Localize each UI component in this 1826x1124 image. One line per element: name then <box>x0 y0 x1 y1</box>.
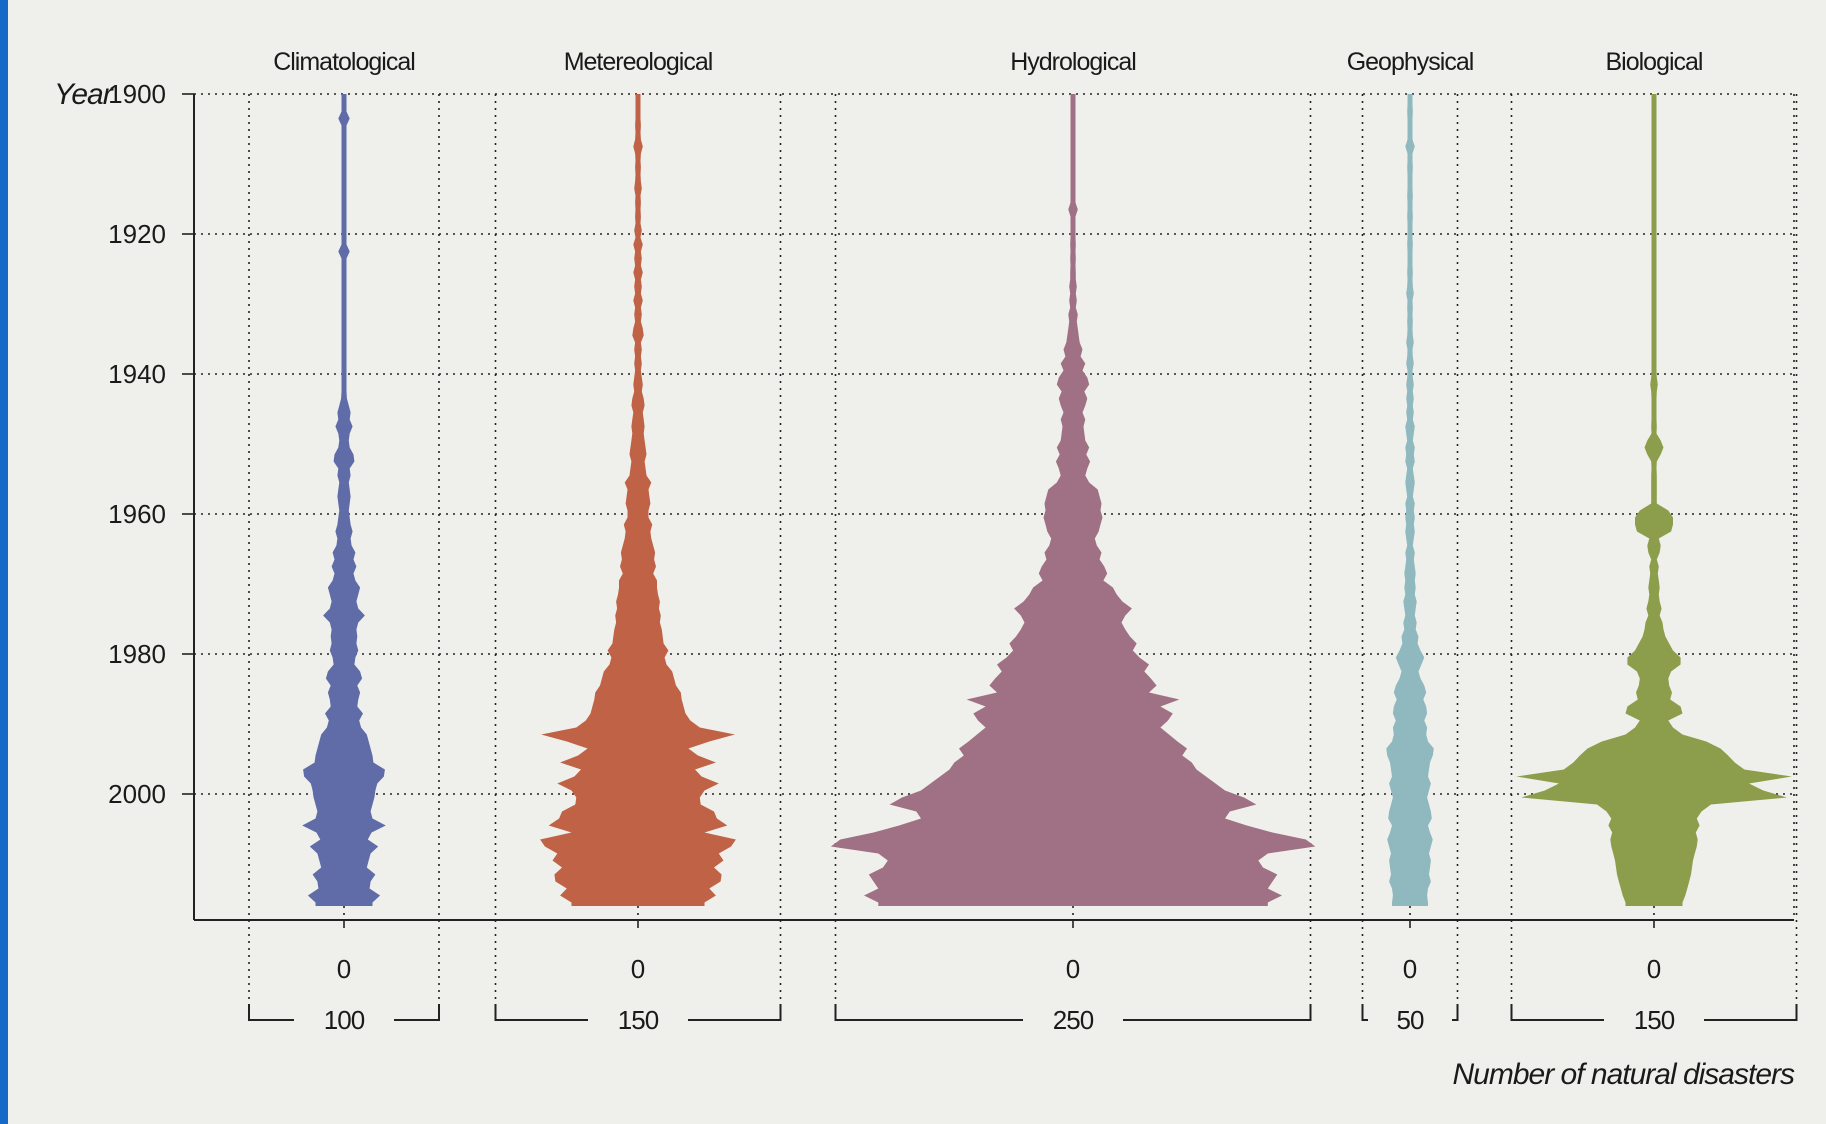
scale-bracket-left <box>1361 1004 1368 1021</box>
chart-background <box>8 0 1826 1124</box>
y-axis-title: Year <box>54 78 114 111</box>
series-title-metereological: Metereological <box>564 48 713 76</box>
scale-bracket-right <box>688 1004 782 1021</box>
zero-label: 0 <box>1647 954 1661 984</box>
violin-metereological <box>540 94 736 906</box>
labels: Year Number of natural disasters Climato… <box>54 48 1796 1091</box>
scale-bracket-right <box>394 1004 440 1021</box>
edge-strip <box>0 0 8 1124</box>
zero-label: 0 <box>631 954 645 984</box>
y-tick-label: 1960 <box>108 499 166 529</box>
y-tick-label: 1980 <box>108 639 166 669</box>
scale-bracket-left <box>494 1004 588 1021</box>
scale-label: 50 <box>1397 1005 1424 1035</box>
x-axis-title: Number of natural disasters <box>1453 1058 1795 1091</box>
series-title-biological: Biological <box>1605 48 1702 76</box>
y-tick-label: 1940 <box>108 359 166 389</box>
violin-series <box>302 94 1792 906</box>
scale-bracket-left <box>1510 1004 1604 1021</box>
series-title-geophysical: Geophysical <box>1347 48 1474 76</box>
violin-climatological <box>302 94 386 906</box>
scale-bracket-right <box>1704 1004 1798 1021</box>
y-tick-label: 2000 <box>108 779 166 809</box>
scale-label: 150 <box>1634 1005 1675 1035</box>
scale-bracket-left <box>834 1004 1023 1021</box>
scale-label: 250 <box>1053 1005 1094 1035</box>
violin-geophysical <box>1386 94 1434 906</box>
chart-svg: 1900 1920 1940 1960 1980 2000 Year Number of … <box>8 0 1826 1124</box>
scale-bracket-left <box>248 1004 294 1021</box>
zero-label: 0 <box>337 954 351 984</box>
scale-bracket-right <box>1452 1004 1459 1021</box>
scale-label: 150 <box>618 1005 659 1035</box>
y-tick-label: 1920 <box>108 219 166 249</box>
series-title-hydrological: Hydrological <box>1010 48 1136 76</box>
y-tick-label: 1900 <box>108 79 166 109</box>
axes: 1900 1920 1940 1960 1980 2000 <box>108 79 1798 1021</box>
scale-bracket-right <box>1123 1004 1312 1021</box>
violin-hydrological <box>830 94 1316 906</box>
series-title-climatological: Climatological <box>273 48 415 76</box>
zero-label: 0 <box>1403 954 1417 984</box>
zero-label: 0 <box>1066 954 1080 984</box>
violin-biological <box>1516 94 1792 906</box>
scale-label: 100 <box>324 1005 365 1035</box>
